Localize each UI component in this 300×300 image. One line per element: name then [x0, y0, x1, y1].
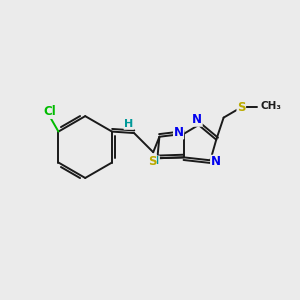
Text: H: H: [124, 119, 134, 129]
Text: Cl: Cl: [43, 105, 56, 119]
Text: N: N: [174, 126, 184, 139]
Text: S: S: [237, 101, 245, 114]
Text: N: N: [211, 155, 221, 168]
Text: S: S: [148, 155, 156, 168]
Text: CH₃: CH₃: [260, 101, 281, 111]
Text: N: N: [192, 113, 202, 126]
Text: H: H: [150, 156, 159, 166]
